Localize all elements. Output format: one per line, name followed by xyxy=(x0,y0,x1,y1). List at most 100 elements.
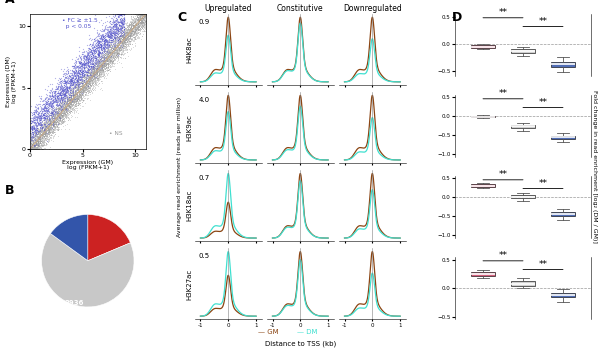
Point xyxy=(27,137,37,143)
Point xyxy=(71,84,81,89)
Point xyxy=(134,24,144,30)
Point xyxy=(48,105,58,110)
Point xyxy=(114,20,124,25)
Point xyxy=(88,77,97,82)
Point xyxy=(90,12,100,18)
Point xyxy=(74,97,83,102)
Point xyxy=(110,35,120,41)
Point xyxy=(50,116,59,122)
Point xyxy=(41,99,50,105)
Point xyxy=(86,49,95,55)
Point xyxy=(95,67,105,73)
Point xyxy=(127,26,137,32)
Point xyxy=(58,105,68,110)
Point xyxy=(31,133,40,138)
Point xyxy=(38,146,48,152)
Point xyxy=(30,138,40,143)
Point xyxy=(54,90,64,95)
Point xyxy=(59,113,68,118)
Point xyxy=(34,141,44,147)
Point xyxy=(112,46,122,52)
Point xyxy=(88,82,97,87)
Point xyxy=(83,88,92,93)
Point xyxy=(118,43,128,48)
Point xyxy=(65,77,74,83)
Point xyxy=(88,53,97,59)
Point xyxy=(65,67,75,73)
Point xyxy=(86,76,96,82)
Point xyxy=(47,85,57,91)
Point xyxy=(138,15,148,21)
Point xyxy=(34,140,44,146)
Point xyxy=(68,94,78,100)
Point xyxy=(31,104,40,109)
Point xyxy=(55,100,64,106)
Point xyxy=(110,12,120,18)
Point xyxy=(64,104,74,109)
Point xyxy=(102,55,112,60)
Point xyxy=(112,49,122,55)
Point xyxy=(136,12,146,18)
Point xyxy=(31,141,40,147)
Point xyxy=(65,105,75,110)
Point xyxy=(40,121,49,127)
Point xyxy=(52,101,61,107)
Point xyxy=(78,64,88,70)
Point xyxy=(41,117,50,122)
Point xyxy=(139,11,148,17)
Point xyxy=(47,121,56,127)
Point xyxy=(37,140,47,146)
Point xyxy=(73,67,83,73)
Point xyxy=(44,108,54,114)
Point xyxy=(79,63,89,68)
Point xyxy=(33,135,43,141)
Point xyxy=(63,101,73,106)
Point xyxy=(137,11,147,17)
Point xyxy=(116,11,126,17)
Point xyxy=(137,20,146,26)
Point xyxy=(97,55,107,61)
Point xyxy=(124,39,134,44)
Point xyxy=(71,82,81,88)
Point xyxy=(41,104,50,110)
Point xyxy=(94,51,103,57)
Point xyxy=(74,65,83,71)
Point xyxy=(88,50,98,56)
Point xyxy=(76,97,86,102)
Point xyxy=(88,73,97,79)
Point xyxy=(68,96,77,101)
Point xyxy=(100,57,109,62)
Point xyxy=(40,135,49,140)
Point xyxy=(55,117,65,122)
Point xyxy=(92,60,102,66)
Point xyxy=(73,99,83,105)
Point xyxy=(74,59,83,65)
Point xyxy=(104,63,114,69)
Point xyxy=(115,47,125,53)
Point xyxy=(74,97,84,102)
Point xyxy=(46,130,55,135)
Point xyxy=(62,109,71,114)
Point xyxy=(128,28,138,34)
Point xyxy=(54,79,64,85)
Point xyxy=(43,129,52,135)
Point xyxy=(31,146,41,152)
Point xyxy=(134,11,143,17)
Point xyxy=(68,91,77,97)
Point xyxy=(72,96,82,102)
Point xyxy=(112,44,122,50)
Point xyxy=(98,60,108,66)
Point xyxy=(97,66,107,72)
Point xyxy=(107,57,116,63)
Point xyxy=(135,25,145,31)
Point xyxy=(41,122,51,127)
Point xyxy=(113,13,122,19)
Point xyxy=(127,30,137,35)
Point xyxy=(104,52,113,58)
Point xyxy=(30,138,40,144)
Point xyxy=(88,73,97,78)
Point xyxy=(32,132,41,138)
Point xyxy=(77,83,87,89)
Point xyxy=(116,27,126,33)
Point xyxy=(94,65,104,70)
